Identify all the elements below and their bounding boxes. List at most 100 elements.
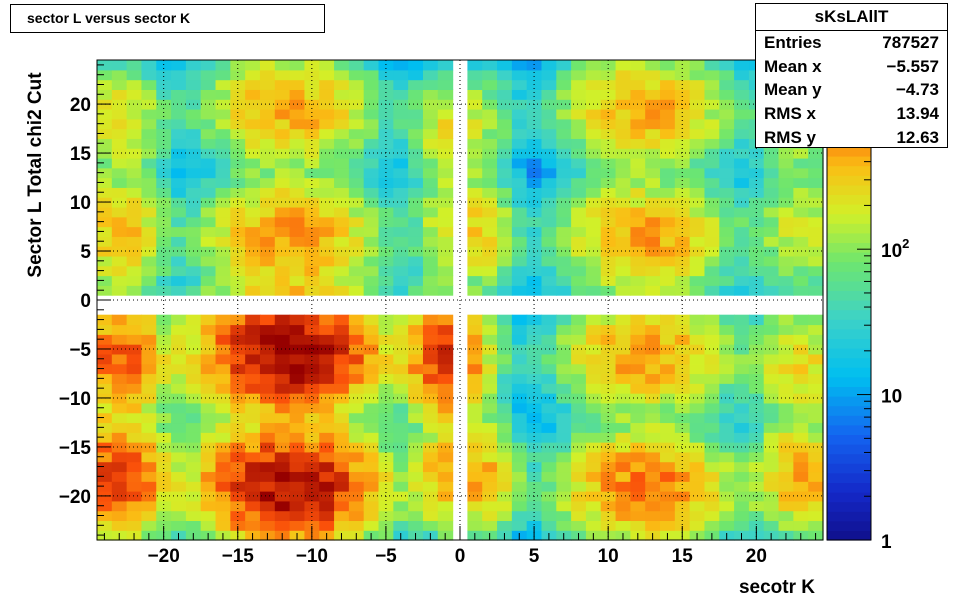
heatmap-cell xyxy=(378,334,394,345)
heatmap-cell xyxy=(334,79,350,90)
heatmap-cell xyxy=(245,412,261,424)
heatmap-cell xyxy=(97,138,113,149)
heatmap-cell xyxy=(556,197,572,208)
heatmap-cell xyxy=(437,226,454,237)
heatmap-cell xyxy=(467,383,483,394)
heatmap-cell xyxy=(600,353,617,365)
heatmap-cell xyxy=(763,491,780,502)
heatmap-cell xyxy=(556,128,572,139)
heatmap-cell xyxy=(541,69,557,81)
heatmap-cell xyxy=(126,353,143,365)
heatmap-cell xyxy=(704,344,720,355)
heatmap-cell xyxy=(408,344,424,355)
heatmap-cell xyxy=(97,412,113,424)
heatmap-cell xyxy=(215,442,231,453)
heatmap-cell xyxy=(704,334,720,345)
heatmap-cell xyxy=(556,167,572,179)
heatmap-cell xyxy=(304,118,320,130)
palette-swatch xyxy=(827,396,871,407)
heatmap-cell xyxy=(763,197,780,208)
heatmap-cell xyxy=(467,197,483,208)
heatmap-cell xyxy=(363,177,380,188)
heatmap-cell xyxy=(719,314,735,326)
heatmap-cell xyxy=(215,148,231,159)
heatmap-cell xyxy=(704,314,720,326)
heatmap-cell xyxy=(111,226,128,237)
heatmap-cell xyxy=(230,324,246,335)
heatmap-cell xyxy=(689,510,706,522)
heatmap-cell xyxy=(467,157,483,169)
heatmap-cell xyxy=(763,177,780,188)
heatmap-cell xyxy=(97,167,113,179)
heatmap-cell xyxy=(319,118,335,130)
heatmap-cell xyxy=(645,187,661,198)
heatmap-cell xyxy=(556,353,572,365)
heatmap-cell xyxy=(319,383,335,394)
heatmap-cell xyxy=(600,236,617,247)
heatmap-cell xyxy=(363,275,380,286)
heatmap-cell xyxy=(126,481,143,492)
heatmap-cell xyxy=(734,60,750,71)
heatmap-cell xyxy=(259,148,276,159)
heatmap-cell xyxy=(230,353,246,365)
heatmap-cell xyxy=(660,422,676,433)
heatmap-cell xyxy=(674,177,691,188)
heatmap-cell xyxy=(778,265,794,277)
heatmap-cell xyxy=(585,324,602,335)
heatmap-cell xyxy=(734,236,750,247)
heatmap-cell xyxy=(734,334,750,345)
heatmap-cell xyxy=(156,265,172,277)
heatmap-cell xyxy=(497,265,513,277)
heatmap-cell xyxy=(348,99,365,110)
heatmap-cell xyxy=(511,69,528,81)
heatmap-cell xyxy=(585,510,602,522)
heatmap-cell xyxy=(319,334,335,345)
heatmap-cell xyxy=(600,481,617,492)
heatmap-cell xyxy=(348,432,365,443)
heatmap-cell xyxy=(348,314,365,326)
heatmap-cell xyxy=(185,363,202,375)
heatmap-cell xyxy=(689,79,706,90)
heatmap-cell xyxy=(348,226,365,237)
heatmap-cell xyxy=(393,432,409,443)
heatmap-cell xyxy=(704,69,720,81)
heatmap-cell xyxy=(630,373,646,384)
heatmap-cell xyxy=(571,138,587,149)
heatmap-cell xyxy=(334,128,350,139)
heatmap-cell xyxy=(200,138,217,149)
heatmap-cell xyxy=(778,353,794,365)
heatmap-cell xyxy=(748,157,765,169)
heatmap-cell xyxy=(111,412,128,424)
heatmap-cell xyxy=(185,471,202,482)
heatmap-cell xyxy=(585,265,602,277)
heatmap-cell xyxy=(467,314,483,326)
heatmap-cell xyxy=(348,236,365,247)
heatmap-cell xyxy=(126,167,143,179)
palette-swatch xyxy=(827,280,871,291)
heatmap-cell xyxy=(422,69,439,81)
heatmap-cell xyxy=(97,500,113,512)
heatmap-cell xyxy=(141,402,157,414)
heatmap-cell xyxy=(289,461,306,473)
heatmap-cell xyxy=(734,432,750,443)
heatmap-cell xyxy=(289,255,306,267)
heatmap-cell xyxy=(541,206,557,218)
heatmap-cell xyxy=(645,471,661,482)
heatmap-cell xyxy=(541,177,557,188)
heatmap-cell xyxy=(704,177,720,188)
heatmap-cell xyxy=(482,206,498,218)
heatmap-cell xyxy=(704,246,720,257)
y-tick-label: −15 xyxy=(59,438,92,459)
heatmap-cell xyxy=(719,373,735,384)
heatmap-cell xyxy=(245,216,261,228)
heatmap-cell xyxy=(408,461,424,473)
heatmap-cell xyxy=(793,383,809,394)
heatmap-cell xyxy=(274,373,291,384)
heatmap-cell xyxy=(571,236,587,247)
heatmap-cell xyxy=(408,402,424,414)
heatmap-cell xyxy=(126,373,143,384)
heatmap-cell xyxy=(289,167,306,179)
heatmap-cell xyxy=(645,451,661,463)
heatmap-cell xyxy=(348,402,365,414)
